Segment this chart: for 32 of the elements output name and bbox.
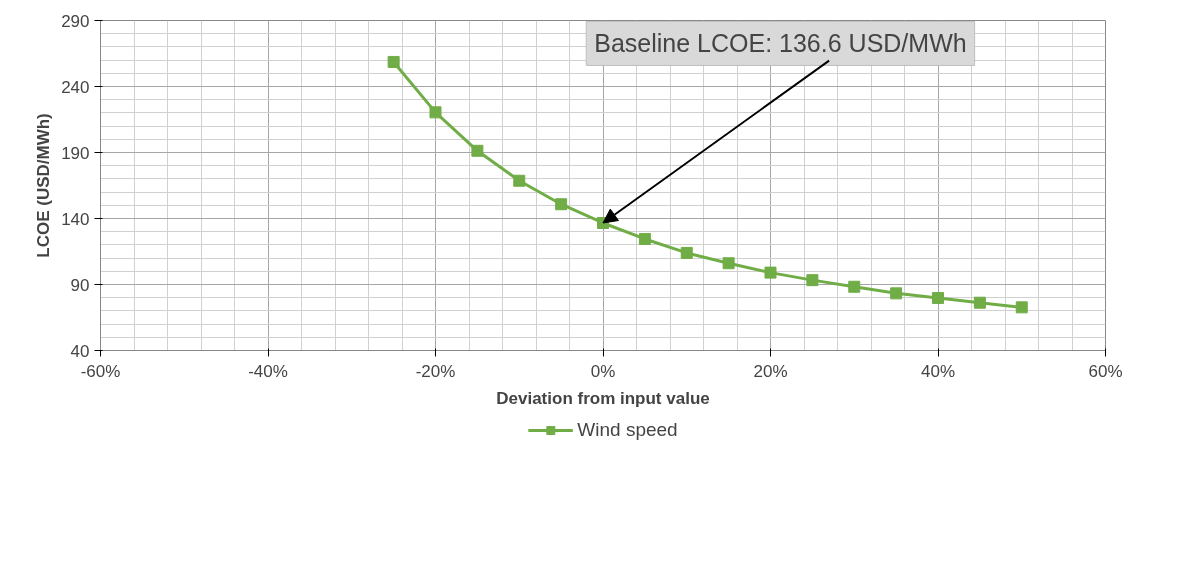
point	[890, 287, 903, 300]
x-tick-label: -20%	[415, 361, 456, 381]
point	[638, 232, 651, 245]
y-tick-label: 140	[61, 209, 90, 229]
annotation: Baseline LCOE: 136.6 USD/MWh	[594, 29, 967, 58]
x-tick-label: 20%	[753, 361, 788, 381]
x-tick-label: 60%	[1088, 361, 1123, 381]
y-tick-label: 40	[70, 341, 90, 361]
point	[932, 291, 944, 304]
point	[429, 106, 442, 119]
point	[848, 280, 861, 293]
point	[764, 266, 777, 279]
y-tick-label: 190	[61, 143, 90, 163]
x-tick-label: -60%	[80, 361, 121, 381]
point	[513, 174, 526, 187]
x-axis-title: Deviation from input value	[496, 388, 710, 408]
x-tick-label: 0%	[590, 361, 616, 381]
point	[973, 296, 986, 309]
y-tick-label: 240	[61, 77, 90, 97]
y-tick-label: 290	[61, 11, 90, 31]
point	[806, 274, 819, 287]
legend-label: Wind speed	[577, 419, 678, 441]
point	[471, 144, 484, 157]
point	[722, 257, 735, 270]
point	[1015, 301, 1028, 314]
point	[680, 246, 693, 259]
x-tick-label: -40%	[248, 361, 288, 381]
point	[555, 198, 568, 211]
y-axis-title: LCOE (USD/MWh)	[34, 113, 54, 258]
point	[387, 55, 400, 68]
x-tick-label: 40%	[920, 361, 956, 381]
y-tick-label: 90	[70, 275, 90, 295]
